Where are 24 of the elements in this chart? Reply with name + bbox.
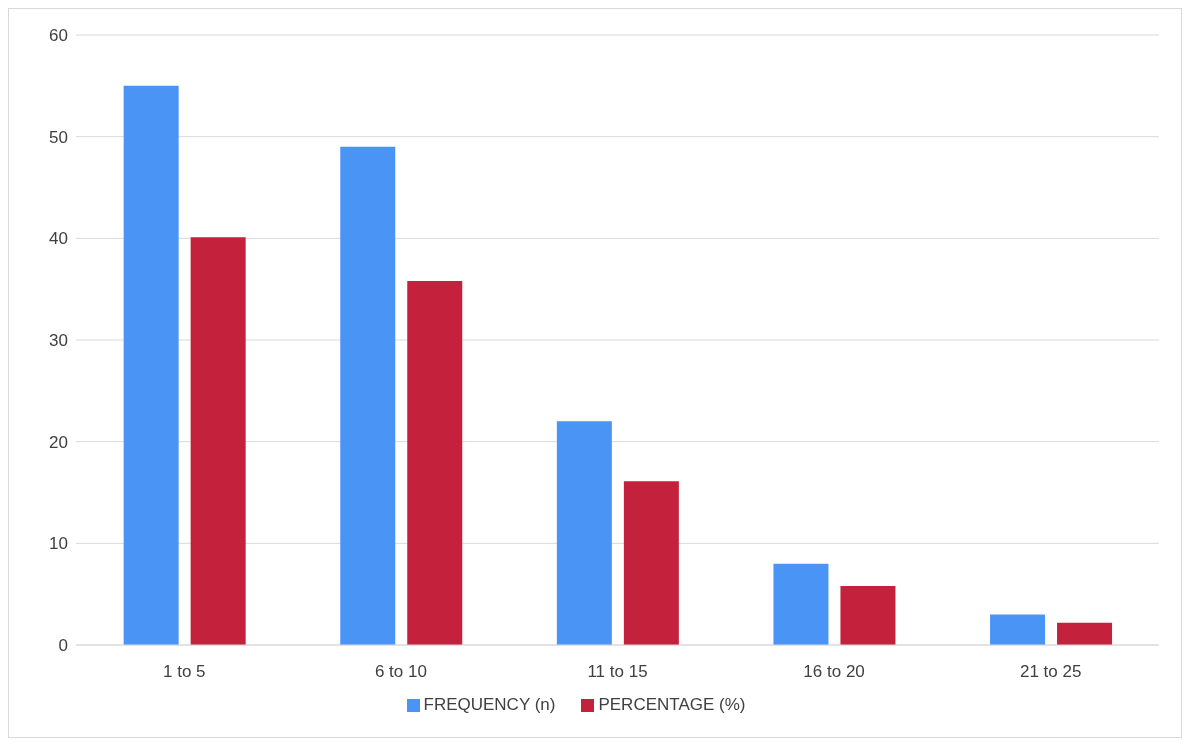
- y-tick-label: 10: [49, 534, 68, 554]
- bar: [123, 85, 179, 645]
- bar: [990, 614, 1046, 645]
- bar: [623, 481, 679, 645]
- bar: [773, 563, 829, 645]
- x-tick-label: 16 to 20: [803, 662, 865, 682]
- y-tick-label: 0: [58, 636, 68, 656]
- y-tick-label: 60: [49, 26, 68, 46]
- y-tick-label: 40: [49, 229, 68, 249]
- bar: [556, 421, 612, 645]
- y-tick-label: 30: [49, 331, 68, 351]
- x-tick-label: 1 to 5: [163, 662, 206, 682]
- x-tick-label: 11 to 15: [587, 662, 648, 682]
- bar: [190, 237, 246, 645]
- bar: [340, 146, 396, 645]
- x-tick-label: 6 to 10: [374, 662, 427, 682]
- x-tick-label: 21 to 25: [1019, 662, 1082, 682]
- legend-label: PERCENTAGE (%): [598, 695, 746, 714]
- y-tick-label: 20: [49, 432, 68, 452]
- bar: [1057, 622, 1113, 645]
- y-tick-label: 50: [49, 127, 68, 147]
- bar: [840, 586, 896, 645]
- legend-label: FREQUENCY (n): [423, 695, 556, 714]
- bar: [407, 281, 463, 645]
